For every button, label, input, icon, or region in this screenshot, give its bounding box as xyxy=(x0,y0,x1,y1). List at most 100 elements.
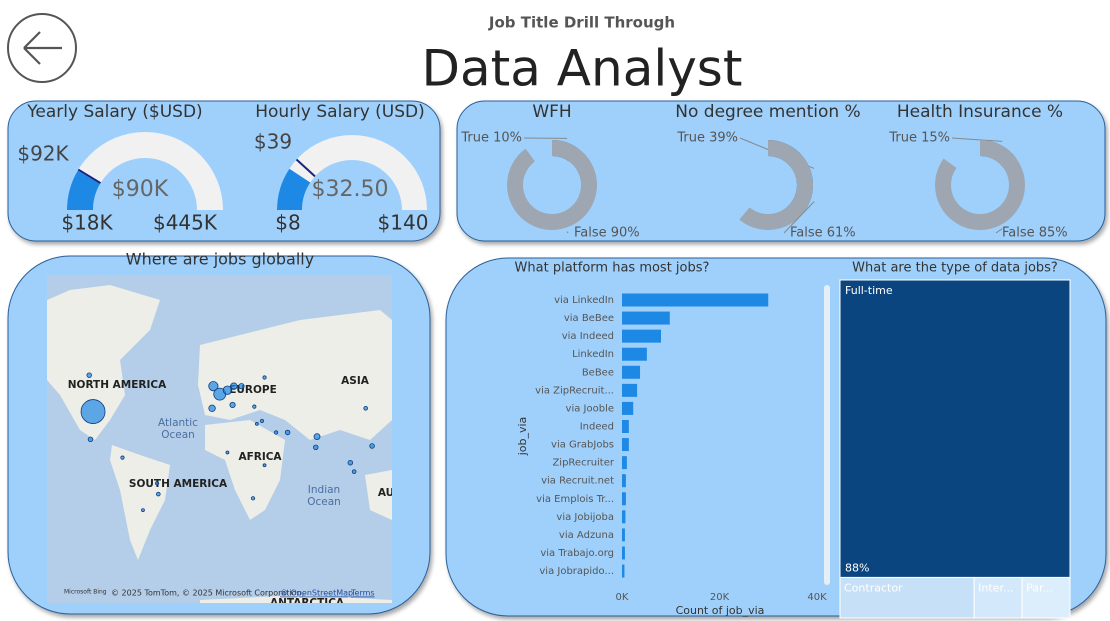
treemap-category: Par... xyxy=(1026,581,1053,594)
scrollbar xyxy=(824,285,830,585)
x-tick-label: 40K xyxy=(807,592,827,603)
y-tick-label: BeBee xyxy=(582,367,614,378)
bar xyxy=(622,365,641,379)
map-bubble xyxy=(156,491,161,497)
gauge-max-label: $445K xyxy=(153,211,218,235)
bar xyxy=(622,564,625,578)
map-bubble xyxy=(86,372,92,378)
map-bubble xyxy=(222,385,233,395)
bar xyxy=(622,456,627,470)
y-tick-label: LinkedIn xyxy=(572,349,614,360)
job-title: Data Analyst xyxy=(422,40,743,98)
gauge-value-label: $90K xyxy=(112,177,169,202)
bar xyxy=(622,546,625,560)
bar xyxy=(622,474,626,488)
map-bubble xyxy=(347,460,354,466)
treemap-cell xyxy=(839,576,975,619)
treemap-category: Inter... xyxy=(978,581,1013,594)
map-bubble xyxy=(225,450,230,455)
map-bubble xyxy=(262,375,267,380)
map-bubble xyxy=(369,443,375,449)
map-bubble xyxy=(229,401,236,409)
map-bubble xyxy=(154,481,160,486)
bar-title: What platform has most jobs? xyxy=(515,261,710,276)
bar xyxy=(622,311,670,325)
gauge-value-label: $32.50 xyxy=(312,177,389,202)
donut-slice xyxy=(739,140,814,231)
donut-label: False 85% xyxy=(1002,226,1068,241)
bar xyxy=(622,492,626,506)
treemap-category: Full-time xyxy=(845,284,893,297)
map-label: ASIA xyxy=(341,375,370,387)
y-tick-label: via Jooble xyxy=(566,403,614,414)
leader-line xyxy=(951,137,1003,142)
map-label: Indian xyxy=(308,484,340,496)
treemap-category: Contractor xyxy=(844,581,903,594)
map-bubble xyxy=(363,406,368,411)
map-bubble xyxy=(262,463,267,468)
map-attribution: © 2025 TomTom, © 2025 Microsoft Corporat… xyxy=(111,589,304,598)
bar xyxy=(622,419,629,433)
map-bubble xyxy=(351,469,357,474)
map-bubble xyxy=(284,429,291,436)
map-bubble xyxy=(255,422,259,426)
gauge-target-label: $92K xyxy=(17,142,69,166)
leader-line xyxy=(566,231,569,234)
map-bubble xyxy=(230,382,238,390)
map-label: AFRICA xyxy=(238,451,282,463)
donut-label: True 15% xyxy=(888,131,950,146)
bar xyxy=(622,438,629,452)
donut-title: WFH xyxy=(532,102,571,122)
bar xyxy=(622,293,769,307)
gauge-fill xyxy=(67,170,101,210)
y-tick-label: ZipRecruiter xyxy=(552,458,614,469)
donut-title: Health Insurance % xyxy=(897,102,1063,122)
map-bubble xyxy=(87,436,94,443)
map-bubble xyxy=(208,381,219,392)
treemap-cell xyxy=(973,576,1023,619)
treemap-value-label: 88% xyxy=(845,561,869,574)
donut-title: No degree mention % xyxy=(675,102,860,122)
page-title: Job Title Drill Through xyxy=(488,14,675,32)
gauge-max-label: $140 xyxy=(378,211,429,235)
y-tick-label: via BeBee xyxy=(564,313,614,324)
map-attribution: Microsoft Bing xyxy=(64,589,107,596)
map-title: Where are jobs globally xyxy=(126,250,314,269)
map-bubble xyxy=(313,433,321,441)
bar xyxy=(622,383,638,397)
gauge-target xyxy=(295,158,316,178)
y-tick-label: via Indeed xyxy=(562,331,614,342)
map-bubble xyxy=(259,418,265,424)
gauge-track xyxy=(67,132,223,210)
gauge-fill xyxy=(277,168,311,210)
y-tick-label: via Recruit.net xyxy=(541,476,614,487)
bar xyxy=(622,401,634,415)
bar xyxy=(622,510,626,524)
map-label: AU xyxy=(378,487,394,499)
map-bubble xyxy=(250,496,256,501)
bar xyxy=(622,347,647,361)
back-button[interactable] xyxy=(7,13,77,83)
gauge-target-label: $39 xyxy=(254,130,292,154)
y-tick-label: Indeed xyxy=(580,421,614,432)
gauge-target xyxy=(77,168,102,184)
card xyxy=(7,100,441,242)
gauge-title: Yearly Salary ($USD) xyxy=(26,102,202,122)
treemap-title: What are the type of data jobs? xyxy=(852,261,1058,276)
y-tick-label: via ZipRecruit... xyxy=(535,385,614,396)
map-label: SOUTH AMERICA xyxy=(129,478,228,490)
map: NORTH AMERICA EUROPEASIAAtlanticOceanAFRI… xyxy=(47,275,394,603)
treemap-cell xyxy=(839,279,1071,578)
map-label: NORTH AMERICA xyxy=(68,379,167,391)
bar xyxy=(622,528,625,542)
gauge-min-label: $8 xyxy=(275,211,300,235)
y-tick-label: via Trabajo.org xyxy=(540,548,614,559)
map-bubble xyxy=(141,508,145,512)
y-tick-label: via LinkedIn xyxy=(554,295,614,306)
map-label: Atlantic xyxy=(158,417,198,429)
y-tick-label: via GrabJobs xyxy=(551,440,614,451)
y-tick-label: via Jobijoba xyxy=(556,512,614,523)
map-label: Ocean xyxy=(161,429,195,441)
y-tick-label: via Emplois Tr... xyxy=(536,494,614,505)
